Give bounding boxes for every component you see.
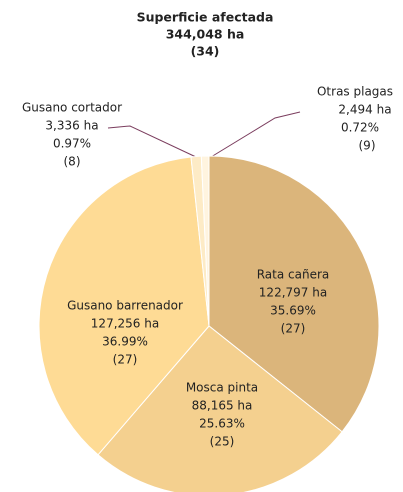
- data-label: 3,336 ha: [45, 119, 98, 133]
- leader-line: [210, 111, 301, 158]
- slice-label: Rata cañera: [257, 268, 330, 282]
- data-label: 88,165 ha: [192, 399, 253, 413]
- slice-label: Otras plagas: [317, 85, 393, 99]
- data-label: 122,797 ha: [259, 286, 327, 300]
- data-label: 25.63%: [199, 417, 245, 431]
- data-label: 36.99%: [102, 335, 148, 349]
- data-label: 35.69%: [270, 304, 316, 318]
- slice-label: Mosca pinta: [186, 381, 258, 395]
- data-label: (9): [359, 139, 376, 153]
- pie-slice: [38, 156, 210, 456]
- data-label: (27): [113, 353, 138, 367]
- leader-line: [107, 125, 197, 158]
- chart-note: (34): [191, 44, 220, 59]
- data-label: (25): [210, 435, 235, 449]
- slice-label: Gusano cortador: [22, 101, 122, 115]
- data-label: (8): [64, 155, 81, 169]
- pie-slice: [97, 325, 343, 492]
- data-label: (27): [281, 322, 306, 336]
- data-label: 127,256 ha: [91, 317, 159, 331]
- chart-subtitle: 344,048 ha: [166, 27, 245, 42]
- chart-title: Superficie afectada: [137, 10, 274, 25]
- data-label: 0.97%: [53, 137, 91, 151]
- pie-slice: [200, 155, 210, 327]
- slice-label: Gusano barrenador: [67, 299, 183, 313]
- data-label: 2,494 ha: [338, 103, 391, 117]
- data-label: 0.72%: [341, 121, 379, 135]
- pie-slice: [208, 155, 380, 433]
